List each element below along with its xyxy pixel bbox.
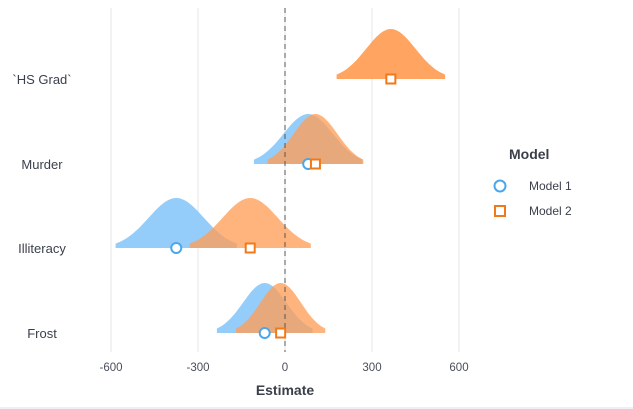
y-axis-ticks: `HS Grad` Murder Illiteracy Frost bbox=[12, 72, 71, 341]
legend-model1-marker bbox=[493, 179, 507, 193]
y-tick-label: `HS Grad` bbox=[12, 72, 71, 87]
estimate-points bbox=[170, 73, 397, 339]
x-tick-label: 600 bbox=[449, 362, 468, 374]
point-model2 bbox=[275, 327, 287, 339]
y-tick-label: Illiteracy bbox=[18, 241, 66, 256]
legend-model2-label: Model 2 bbox=[529, 204, 572, 218]
point-model1 bbox=[170, 242, 183, 254]
density-model2 bbox=[267, 114, 364, 164]
y-tick-label: Frost bbox=[27, 326, 57, 341]
point-model1 bbox=[258, 327, 271, 339]
legend-model1-label: Model 1 bbox=[529, 179, 572, 193]
y-tick-label: Murder bbox=[21, 157, 63, 172]
x-axis-title: Estimate bbox=[256, 382, 315, 398]
point-model2 bbox=[385, 73, 397, 85]
x-tick-label: -300 bbox=[186, 362, 209, 374]
x-tick-label: -600 bbox=[99, 362, 122, 374]
x-tick-label: 300 bbox=[362, 362, 381, 374]
legend: Model Model 1 Model 2 bbox=[493, 146, 572, 218]
x-tick-label: 0 bbox=[282, 362, 288, 374]
bottom-border bbox=[0, 407, 633, 409]
density-model2 bbox=[189, 198, 311, 248]
point-model2 bbox=[309, 158, 321, 170]
legend-model2-marker bbox=[494, 205, 506, 217]
density-model2 bbox=[336, 29, 446, 79]
x-axis-ticks: -600 -300 0 300 600 bbox=[99, 362, 468, 374]
density-model2 bbox=[236, 283, 326, 333]
density-areas bbox=[115, 29, 446, 333]
point-model2 bbox=[244, 242, 256, 254]
legend-title: Model bbox=[509, 146, 549, 162]
